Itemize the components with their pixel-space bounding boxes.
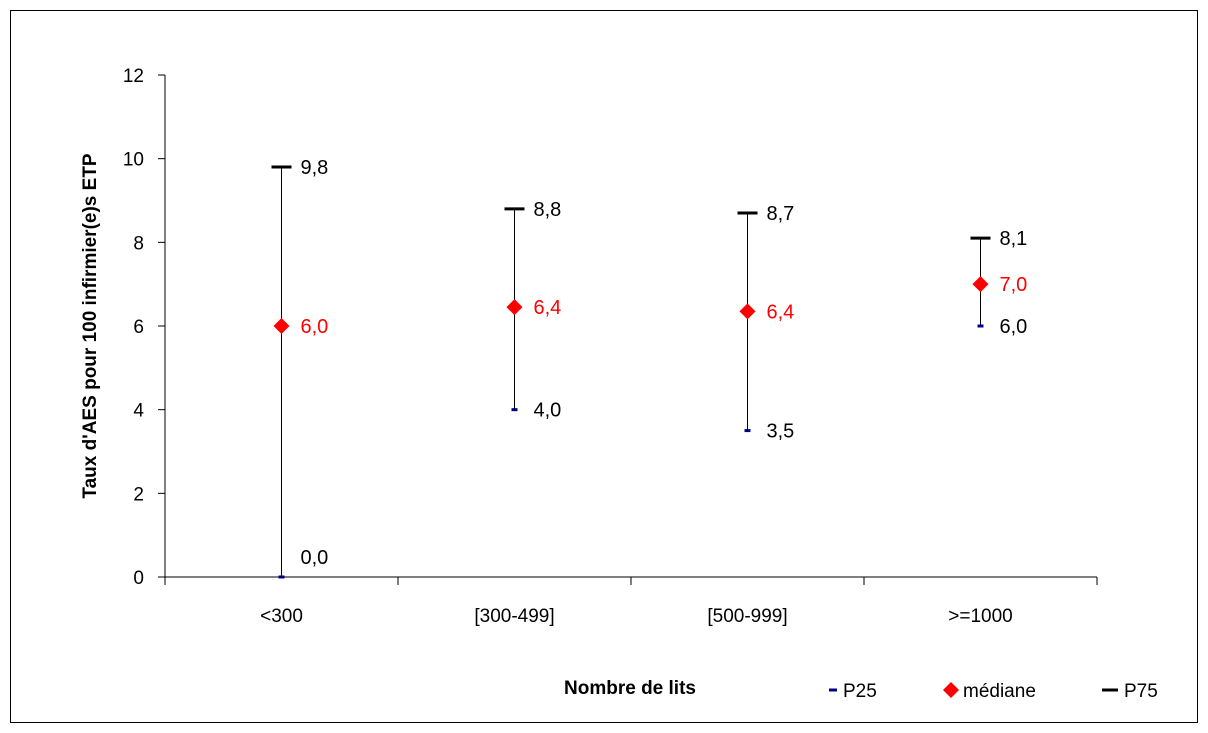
median-value-label: 6,0: [301, 316, 329, 338]
x-tick-label: [500-999]: [707, 606, 787, 627]
legend-p25-label: P25: [843, 681, 877, 702]
median-marker: [739, 303, 756, 320]
y-tick-label: 12: [123, 66, 144, 87]
legend-median-label: médiane: [963, 681, 1036, 702]
x-axis-title: Nombre de lits: [564, 678, 696, 699]
p75-value-label: 9,8: [301, 157, 329, 179]
p75-value-label: 8,7: [767, 203, 795, 225]
y-tick-label: 6: [133, 317, 144, 338]
y-tick-label: 10: [123, 150, 144, 171]
median-marker: [972, 276, 989, 293]
p75-value-label: 8,1: [1000, 228, 1028, 250]
y-tick-label: 8: [133, 233, 144, 254]
x-tick-label: [300-499]: [474, 606, 554, 627]
y-tick-label: 2: [133, 484, 144, 505]
median-marker: [273, 318, 290, 334]
p25-value-label: 4,0: [534, 400, 562, 422]
median-value-label: 7,0: [1000, 274, 1028, 296]
x-tick-label: <300: [260, 606, 303, 627]
legend-p75-label: P75: [1124, 681, 1158, 702]
x-tick-label: >=1000: [948, 606, 1012, 627]
p75-value-label: 8,8: [534, 199, 562, 221]
chart-frame: [10, 10, 1198, 723]
y-tick-label: 4: [133, 401, 144, 422]
p25-value-label: 6,0: [1000, 316, 1028, 338]
median-value-label: 6,4: [767, 301, 795, 323]
p25-value-label: 0,0: [301, 547, 329, 569]
legend-median-swatch: [943, 682, 959, 698]
y-tick-label: 0: [133, 568, 144, 589]
median-marker: [506, 299, 523, 316]
p25-value-label: 3,5: [767, 421, 795, 443]
median-value-label: 6,4: [534, 297, 562, 319]
y-axis-title: Taux d'AES pour 100 infirmier(e)s ETP: [80, 153, 101, 499]
